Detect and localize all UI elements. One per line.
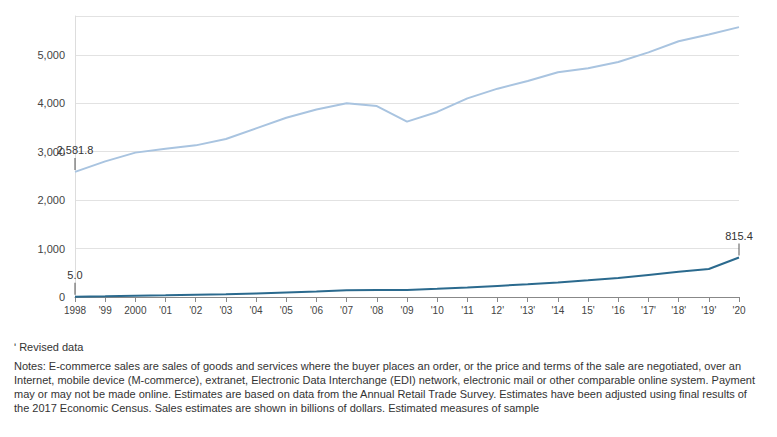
svg-text:'05: '05 (280, 305, 293, 316)
svg-text:'03: '03 (219, 305, 232, 316)
svg-text:'99: '99 (99, 305, 112, 316)
svg-text:1,000: 1,000 (37, 243, 65, 255)
svg-text:'01: '01 (159, 305, 172, 316)
svg-text:'06: '06 (310, 305, 323, 316)
svg-text:5.0: 5.0 (67, 269, 82, 281)
svg-text:12': 12' (491, 305, 504, 316)
svg-text:2000: 2000 (124, 305, 147, 316)
svg-text:'20: '20 (732, 305, 745, 316)
svg-text:'18': '18' (671, 305, 686, 316)
svg-text:'09: '09 (400, 305, 413, 316)
html-text:Notes: E-commerce sales are sa: Notes: E-commerce sales are sales of goo… (14, 360, 755, 414)
svg-text:'11: '11 (461, 305, 474, 316)
svg-text:'10: '10 (431, 305, 444, 316)
svg-text:2,581.8: 2,581.8 (57, 144, 94, 156)
svg-text:0: 0 (59, 291, 65, 303)
svg-text:'16: '16 (612, 305, 625, 316)
svg-text:'13': '13' (520, 305, 535, 316)
svg-text:'08: '08 (370, 305, 383, 316)
svg-text:15': 15' (582, 305, 595, 316)
svg-text:2,000: 2,000 (37, 194, 65, 206)
svg-text:815.4: 815.4 (725, 230, 753, 242)
svg-text:'17': '17' (641, 305, 656, 316)
svg-text:1998: 1998 (64, 305, 87, 316)
svg-text:'04: '04 (250, 305, 263, 316)
svg-text:3,000: 3,000 (37, 145, 65, 158)
html-text:ʹ Revised data: ʹ Revised data (14, 341, 84, 353)
svg-text:'19': '19' (701, 305, 716, 316)
svg-text:'02: '02 (189, 305, 202, 316)
svg-text:5,000: 5,000 (37, 49, 65, 61)
svg-text:4,000: 4,000 (37, 97, 65, 109)
svg-text:'14: '14 (551, 305, 564, 316)
svg-text:'07: '07 (340, 305, 353, 316)
